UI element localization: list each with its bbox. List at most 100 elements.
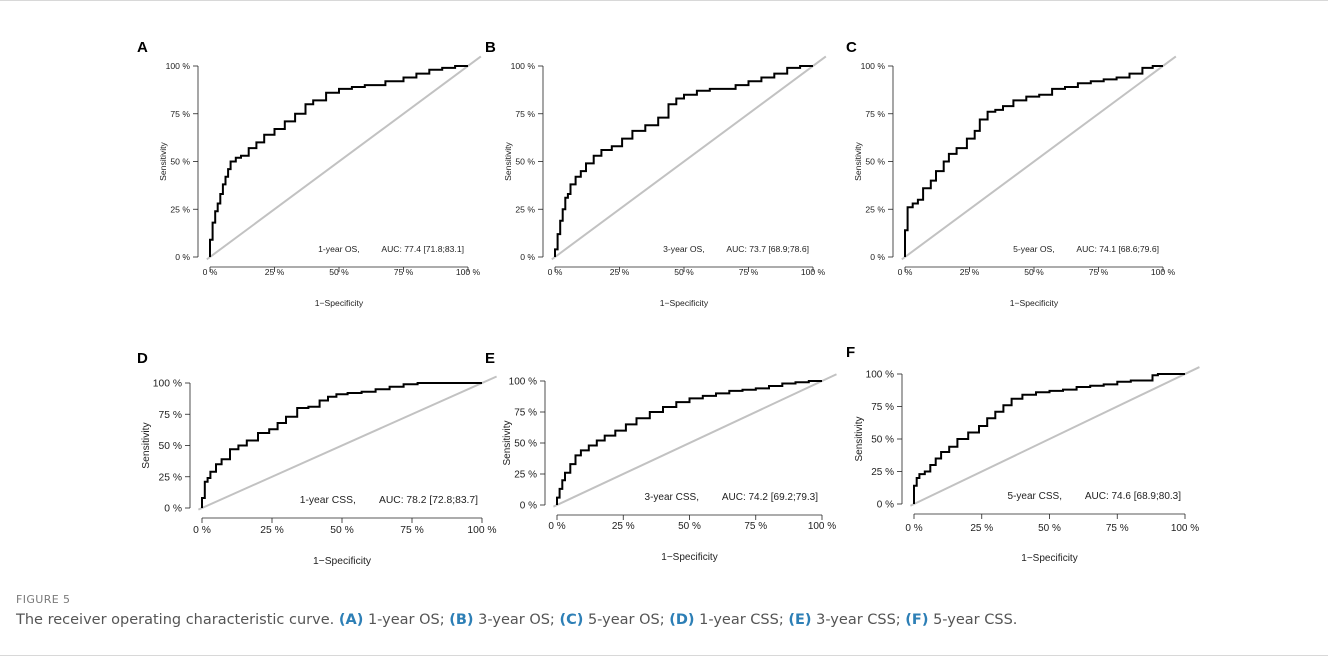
panel-letter: A	[137, 39, 148, 56]
x-tick-label: 100 %	[456, 267, 481, 277]
roc-figure: A 0 % 0 % 25 % 25 % 50 % 50 % 75 % 75 % 100 % 100 …	[137, 39, 1200, 567]
curve-label-annotation: 3-year OS,	[663, 244, 705, 254]
y-tick-label: 50 %	[159, 441, 182, 452]
roc-curve	[554, 65, 813, 257]
x-tick-label: 50 %	[678, 521, 701, 532]
x-tick-label: 0 %	[203, 267, 218, 277]
y-tick-label: 50 %	[871, 435, 894, 446]
panel-letter: C	[846, 39, 857, 56]
reference-diagonal	[197, 375, 498, 511]
y-tick-label: 0 %	[164, 504, 182, 515]
y-tick-label: 0 %	[877, 500, 894, 511]
x-axis-title: 1−Specificity	[661, 552, 717, 563]
figure-caption: The receiver operating characteristic cu…	[16, 611, 1306, 629]
roc-curve	[913, 373, 1185, 504]
roc-curve	[904, 65, 1163, 257]
x-tick-label: 0 %	[548, 521, 565, 532]
curve-label-annotation: 1-year OS,	[318, 244, 360, 254]
x-tick-label: 25 %	[260, 525, 283, 536]
y-axis-title: Sensitivity	[502, 420, 513, 465]
y-tick-label: 50 %	[514, 439, 537, 450]
auc-annotation: AUC: 74.6 [68.9;80.3]	[1085, 491, 1181, 502]
x-tick-label: 25 %	[265, 267, 285, 277]
roc-panel-a: A 0 % 0 % 25 % 25 % 50 % 50 % 75 % 75 % 100 % 100 …	[137, 39, 482, 308]
y-tick-label: 100 %	[153, 379, 182, 390]
x-tick-label: 50 %	[1024, 267, 1044, 277]
y-tick-label: 75 %	[170, 109, 190, 119]
y-axis-title: Sensitivity	[853, 141, 863, 180]
x-tick-label: 25 %	[610, 267, 630, 277]
y-axis-title: Sensitivity	[158, 141, 168, 180]
reference-diagonal	[901, 55, 1177, 261]
caption-text: The receiver operating characteristic cu…	[16, 612, 339, 628]
x-tick-label: 75 %	[394, 267, 414, 277]
roc-curve	[556, 380, 822, 505]
curve-label-annotation: 1-year CSS,	[300, 495, 356, 506]
caption-text: 1-year CSS;	[694, 612, 789, 628]
roc-panel-b: B 0 % 0 % 25 % 25 % 50 % 50 % 75 % 75 % 100 % 100 …	[485, 39, 827, 308]
y-tick-label: 25 %	[159, 472, 182, 483]
y-tick-label: 100 %	[861, 61, 886, 71]
x-tick-label: 25 %	[612, 521, 635, 532]
y-tick-label: 100 %	[511, 61, 536, 71]
x-axis-title: 1−Specificity	[313, 556, 372, 567]
auc-annotation: AUC: 77.4 [71.8;83.1]	[381, 244, 464, 254]
x-tick-label: 100 %	[808, 521, 836, 532]
roc-curve	[201, 382, 482, 508]
y-tick-label: 0 %	[520, 501, 537, 512]
caption-text: 3-year OS;	[473, 612, 560, 628]
caption-panel-ref: (C)	[559, 612, 584, 628]
x-tick-label: 75 %	[739, 267, 759, 277]
auc-annotation: AUC: 74.1 [68.6;79.6]	[1076, 244, 1159, 254]
curve-label-annotation: 5-year OS,	[1013, 244, 1055, 254]
x-tick-label: 25 %	[970, 523, 993, 534]
x-tick-label: 75 %	[744, 521, 767, 532]
roc-panel-e: E 0 % 0 % 25 % 25 % 50 % 50 % 75 % 75 % 100 % 100 …	[485, 350, 837, 563]
y-tick-label: 0 %	[870, 252, 885, 262]
x-tick-label: 0 %	[548, 267, 563, 277]
auc-annotation: AUC: 74.2 [69.2;79.3]	[722, 492, 818, 503]
reference-diagonal	[551, 55, 827, 261]
y-tick-label: 25 %	[865, 204, 885, 214]
y-tick-label: 75 %	[159, 410, 182, 421]
y-tick-label: 25 %	[170, 204, 190, 214]
y-tick-label: 0 %	[175, 252, 190, 262]
curve-label-annotation: 3-year CSS,	[645, 492, 699, 503]
x-tick-label: 50 %	[329, 267, 349, 277]
x-tick-label: 50 %	[674, 267, 694, 277]
auc-annotation: AUC: 73.7 [68.9;78.6]	[726, 244, 809, 254]
figure-label: FIGURE 5	[16, 593, 71, 606]
y-tick-label: 25 %	[515, 204, 535, 214]
x-axis-title: 1−Specificity	[315, 298, 364, 308]
roc-curve	[209, 65, 468, 257]
y-tick-label: 25 %	[514, 470, 537, 481]
caption-panel-ref: (B)	[449, 612, 474, 628]
caption-text: 3-year CSS;	[811, 612, 906, 628]
panel-letter: E	[485, 350, 495, 367]
caption-text: 1-year OS;	[363, 612, 450, 628]
y-axis-title: Sensitivity	[854, 416, 865, 461]
x-tick-label: 75 %	[400, 525, 423, 536]
roc-panel-d: D 0 % 0 % 25 % 25 % 50 % 50 % 75 % 75 % 100 % 100 …	[137, 350, 498, 567]
auc-annotation: AUC: 78.2 [72.8;83.7]	[379, 495, 478, 506]
curve-label-annotation: 5-year CSS,	[1008, 491, 1062, 502]
x-axis-title: 1−Specificity	[660, 298, 709, 308]
x-tick-label: 100 %	[801, 267, 826, 277]
y-tick-label: 75 %	[514, 408, 537, 419]
x-tick-label: 0 %	[193, 525, 211, 536]
x-tick-label: 0 %	[905, 523, 922, 534]
panel-letter: B	[485, 39, 496, 56]
reference-diagonal	[552, 373, 837, 508]
x-tick-label: 100 %	[467, 525, 496, 536]
top-rule	[0, 0, 1328, 1]
reference-diagonal	[909, 366, 1200, 507]
y-tick-label: 50 %	[170, 157, 190, 167]
y-tick-label: 100 %	[166, 61, 191, 71]
y-tick-label: 75 %	[515, 109, 535, 119]
y-axis-title: Sensitivity	[141, 421, 152, 468]
x-axis-title: 1−Specificity	[1021, 553, 1077, 564]
x-tick-label: 100 %	[1171, 523, 1199, 534]
caption-area: FIGURE 5 The receiver operating characte…	[16, 593, 1306, 629]
y-tick-label: 100 %	[866, 370, 894, 381]
roc-panel-f: F 0 % 0 % 25 % 25 % 50 % 50 % 75 % 75 % 100 % 100 …	[846, 344, 1200, 564]
